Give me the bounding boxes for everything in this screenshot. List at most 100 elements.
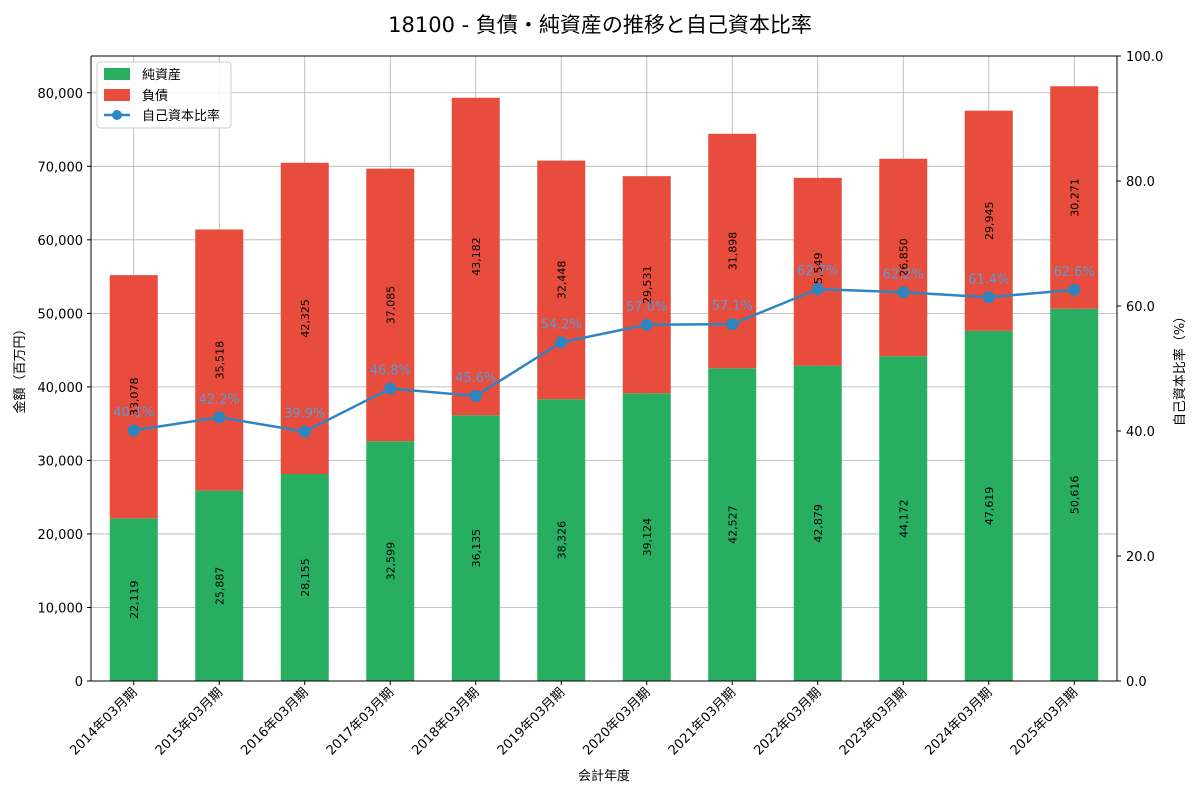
y-tick-label: 70,000 xyxy=(38,160,84,175)
ratio-label: 61.4% xyxy=(968,272,1009,287)
bar-label-net-assets: 47,619 xyxy=(983,487,996,526)
bar-label-net-assets: 28,155 xyxy=(299,558,312,597)
bar-liabilities xyxy=(109,275,158,519)
x-tick-label: 2014年03月期 xyxy=(67,685,140,758)
x-tick-label: 2020年03月期 xyxy=(580,685,653,758)
ratio-label: 57.0% xyxy=(626,300,667,315)
bar-label-net-assets: 32,599 xyxy=(384,542,397,581)
bar-label-liabilities: 37,085 xyxy=(384,286,397,325)
x-tick-label: 2019年03月期 xyxy=(495,685,568,758)
bar-label-net-assets: 39,124 xyxy=(641,518,654,557)
bar-label-liabilities: 32,448 xyxy=(555,261,568,300)
bar-net-assets xyxy=(793,365,842,681)
ratio-label: 62.2% xyxy=(883,267,924,282)
bar-label-net-assets: 42,527 xyxy=(726,505,739,544)
x-tick-label: 2016年03月期 xyxy=(238,685,311,758)
y2-tick-label: 20.0 xyxy=(1126,550,1155,565)
bar-liabilities xyxy=(622,176,671,394)
x-tick-label: 2017年03月期 xyxy=(324,685,397,758)
x-tick-label: 2022年03月期 xyxy=(751,685,824,758)
y2-tick-label: 60.0 xyxy=(1126,300,1155,315)
x-axis-title: 会計年度 xyxy=(578,768,630,784)
legend-label-liabilities: 負債 xyxy=(142,89,168,104)
bar-net-assets xyxy=(537,399,586,681)
bar-liabilities xyxy=(195,229,244,491)
chart-title: 18100 - 負債・純資産の推移と自己資本比率 xyxy=(388,13,812,37)
ratio-point xyxy=(127,424,140,437)
ratio-line-layer: 40.1% 42.2% 39.9% 46.8% 45.6% 54.2% 57.0% 57.1%… xyxy=(113,264,1095,438)
bar-label-net-assets: 36,135 xyxy=(470,529,483,568)
bar-label-net-assets: 44,172 xyxy=(897,499,910,538)
legend-swatch-net-assets xyxy=(104,68,130,80)
ratio-point xyxy=(213,411,226,424)
y-tick-label: 20,000 xyxy=(38,528,84,543)
y-tick-label: 30,000 xyxy=(38,454,84,469)
y-axis-title: 金額（百万円） xyxy=(12,322,28,413)
legend-label-ratio: 自己資本比率 xyxy=(142,108,220,124)
bar-liabilities xyxy=(451,97,500,416)
bar-liabilities xyxy=(879,158,928,357)
bar-net-assets xyxy=(622,393,671,681)
bar-liabilities xyxy=(537,160,586,400)
y-tick-label: 40,000 xyxy=(38,381,84,396)
bars-layer xyxy=(109,86,1099,681)
bar-net-assets xyxy=(109,518,158,681)
bar-label-liabilities: 29,531 xyxy=(641,266,654,305)
ratio-point xyxy=(897,286,910,299)
ratio-point xyxy=(298,425,311,438)
bar-net-assets xyxy=(451,415,500,681)
ratio-point xyxy=(811,283,824,296)
bar-label-liabilities: 33,078 xyxy=(128,378,141,417)
bar-label-liabilities: 42,325 xyxy=(299,299,312,338)
y-tick-label: 0 xyxy=(75,675,83,690)
legend-frame xyxy=(96,61,232,129)
bar-label-liabilities: 26,850 xyxy=(897,238,910,277)
bar-label-liabilities: 25,549 xyxy=(812,253,825,292)
x-tick-label: 2023年03月期 xyxy=(837,685,910,758)
bar-label-liabilities: 35,518 xyxy=(213,341,226,380)
y2-tick-label: 40.0 xyxy=(1126,425,1155,440)
ratio-label: 42.2% xyxy=(199,392,240,407)
bar-net-assets xyxy=(964,330,1013,681)
bar-net-assets xyxy=(1050,308,1099,681)
legend-swatch-ratio-marker xyxy=(112,110,122,120)
ratio-label: 46.8% xyxy=(370,364,411,379)
y-tick-label: 80,000 xyxy=(38,87,84,102)
ratio-point xyxy=(982,291,995,304)
bar-label-net-assets: 38,326 xyxy=(555,521,568,560)
bar-label-net-assets: 42,879 xyxy=(812,504,825,543)
x-tick-label: 2015年03月期 xyxy=(153,685,226,758)
bar-label-net-assets: 50,616 xyxy=(1068,476,1081,514)
y2-tick-label: 100.0 xyxy=(1126,50,1163,65)
x-tick-label: 2021年03月期 xyxy=(666,685,739,758)
ratio-point xyxy=(1068,283,1081,296)
bar-label-net-assets: 22,119 xyxy=(128,580,141,619)
x-tick-label: 2018年03月期 xyxy=(409,685,482,758)
x-tick-label: 2024年03月期 xyxy=(922,685,995,758)
y2-tick-label: 0.0 xyxy=(1126,675,1147,690)
ratio-line xyxy=(133,287,1075,433)
legend-swatch-liabilities xyxy=(104,89,130,101)
bar-label-liabilities: 43,182 xyxy=(470,237,483,276)
bar-labels-layer: 22,119 33,078 25,887 35,518 28,155 42,325 32,5… xyxy=(128,178,1082,619)
ratio-point xyxy=(555,336,568,349)
legend: 純資産 負債 自己資本比率 xyxy=(96,61,232,129)
bar-label-net-assets: 25,887 xyxy=(213,567,226,606)
y-tick-label: 50,000 xyxy=(38,307,84,322)
y2-axis-title: 自己資本比率（%） xyxy=(1172,310,1188,426)
x-tick-label: 2025年03月期 xyxy=(1008,685,1081,758)
bar-label-liabilities: 30,271 xyxy=(1068,178,1081,217)
ratio-point xyxy=(640,318,653,331)
grid-layer xyxy=(91,56,1117,681)
bar-net-assets xyxy=(708,368,757,681)
y2-tick-label: 80.0 xyxy=(1126,175,1155,190)
bar-liabilities xyxy=(1050,86,1099,309)
ratio-point xyxy=(469,390,482,402)
bar-net-assets xyxy=(366,441,415,681)
bar-label-liabilities: 31,898 xyxy=(726,232,739,271)
legend-label-net-assets: 純資産 xyxy=(142,67,181,83)
bar-net-assets xyxy=(280,473,329,681)
bar-net-assets xyxy=(195,490,244,681)
